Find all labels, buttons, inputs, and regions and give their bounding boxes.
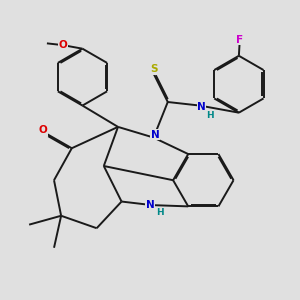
Text: O: O — [39, 125, 48, 135]
Text: N: N — [146, 200, 154, 210]
Text: N: N — [151, 130, 160, 140]
Text: N: N — [197, 102, 206, 112]
Text: O: O — [58, 40, 67, 50]
Text: H: H — [156, 208, 164, 217]
Text: F: F — [236, 35, 243, 45]
Text: S: S — [150, 64, 157, 74]
Text: H: H — [206, 111, 214, 120]
